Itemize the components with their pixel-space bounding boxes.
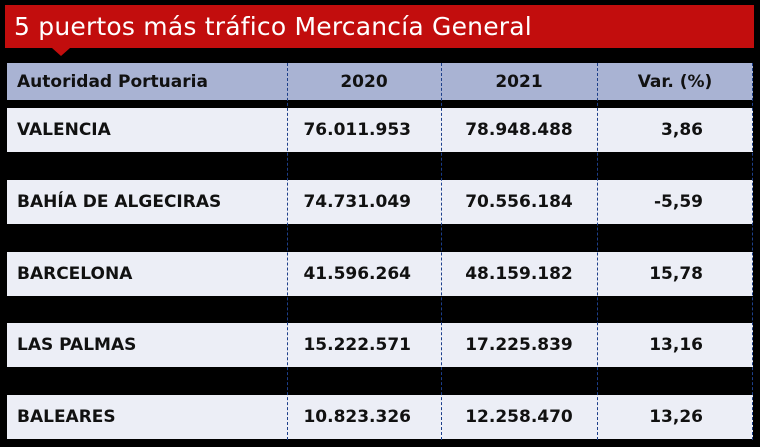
- port-name: BAHÍA DE ALGECIRAS: [17, 192, 222, 212]
- value-2021: 48.159.182: [465, 264, 573, 284]
- column-divider: [752, 63, 753, 440]
- value-var: 13,26: [649, 407, 703, 427]
- port-name: VALENCIA: [17, 120, 111, 140]
- value-2020: 76.011.953: [303, 120, 411, 140]
- table-row: VALENCIA 76.011.953 78.948.488 3,86: [7, 108, 753, 152]
- header-2020: 2020: [340, 71, 388, 92]
- table-title: 5 puertos más tráfico Mercancía General: [5, 5, 754, 48]
- column-divider: [287, 63, 288, 440]
- value-2021: 17.225.839: [465, 335, 573, 355]
- header-row: Autoridad Portuaria 2020 2021 Var. (%): [7, 63, 753, 100]
- table-row: BAHÍA DE ALGECIRAS 74.731.049 70.556.184…: [7, 180, 753, 224]
- title-pointer: [52, 48, 70, 56]
- value-var: 15,78: [649, 264, 703, 284]
- table-row: BARCELONA 41.596.264 48.159.182 15,78: [7, 252, 753, 296]
- column-divider: [441, 63, 442, 440]
- value-2020: 15.222.571: [303, 335, 411, 355]
- header-autoridad: Autoridad Portuaria: [17, 71, 208, 92]
- column-divider: [597, 63, 598, 440]
- header-2021: 2021: [495, 71, 543, 92]
- value-var: 13,16: [649, 335, 703, 355]
- value-2020: 74.731.049: [303, 192, 411, 212]
- value-2020: 41.596.264: [303, 264, 411, 284]
- value-2021: 78.948.488: [465, 120, 573, 140]
- header-var: Var. (%): [637, 71, 713, 92]
- value-2020: 10.823.326: [303, 407, 411, 427]
- value-2021: 70.556.184: [465, 192, 573, 212]
- value-var: -5,59: [654, 192, 703, 212]
- table-row: BALEARES 10.823.326 12.258.470 13,26: [7, 395, 753, 439]
- value-var: 3,86: [661, 120, 703, 140]
- port-name: BALEARES: [17, 407, 116, 427]
- value-2021: 12.258.470: [465, 407, 573, 427]
- port-name: LAS PALMAS: [17, 335, 137, 355]
- port-name: BARCELONA: [17, 264, 133, 284]
- table-row: LAS PALMAS 15.222.571 17.225.839 13,16: [7, 323, 753, 367]
